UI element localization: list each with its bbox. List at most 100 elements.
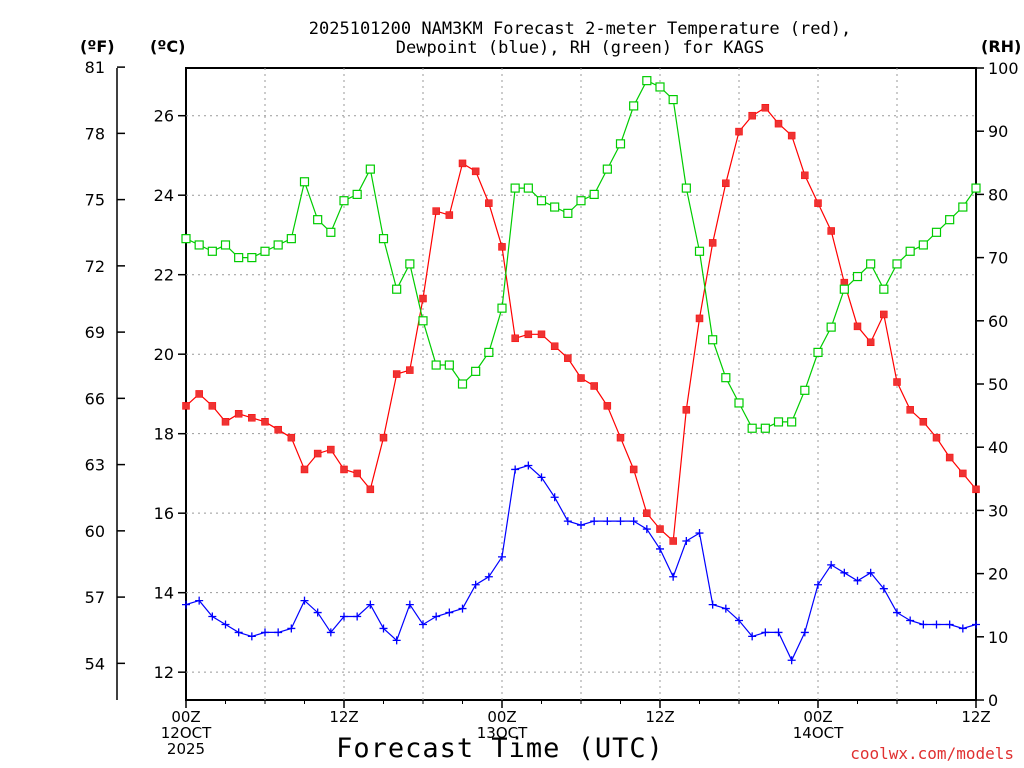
dewpoint-point bbox=[919, 620, 928, 629]
rh-point bbox=[352, 189, 362, 199]
dewpoint-point bbox=[550, 493, 559, 502]
dewpoint-point bbox=[958, 624, 967, 633]
temperature-point bbox=[313, 449, 322, 458]
temperature-point bbox=[919, 418, 928, 426]
temperature-point bbox=[945, 453, 954, 462]
x-axis-label: Forecast Time (UTC) bbox=[336, 733, 664, 764]
temperature-point bbox=[853, 322, 862, 331]
temperature-point bbox=[682, 406, 691, 414]
dewpoint-point bbox=[695, 529, 704, 538]
rh-point bbox=[273, 240, 283, 250]
x-tick-label: 14OCT bbox=[793, 724, 844, 742]
rh-point bbox=[563, 208, 573, 218]
dewpoint-point bbox=[893, 608, 901, 617]
celsius-unit-label: (ºC) bbox=[150, 37, 186, 56]
dewpoint-point bbox=[906, 616, 915, 625]
temperature-point bbox=[629, 465, 638, 474]
dewpoint-point bbox=[800, 628, 809, 637]
fahrenheit-tick-label: 60 bbox=[85, 522, 105, 541]
rh-point bbox=[418, 316, 428, 326]
rh-tick-label: 60 bbox=[988, 312, 1008, 331]
dewpoint-point bbox=[471, 580, 480, 589]
rh-point bbox=[839, 284, 849, 294]
dewpoint-point bbox=[419, 620, 427, 629]
credit-link[interactable]: coolwx.com/models bbox=[850, 744, 1014, 763]
dewpoint-point bbox=[787, 656, 796, 665]
temperature-point bbox=[445, 211, 454, 219]
temperature-point bbox=[471, 167, 480, 176]
rh-point bbox=[760, 423, 770, 433]
temperature-point bbox=[248, 414, 256, 422]
rh-point bbox=[431, 360, 441, 370]
dewpoint-point bbox=[814, 580, 822, 589]
dewpoint-point bbox=[353, 612, 362, 621]
temperature-point bbox=[340, 465, 348, 474]
celsius-tick-label: 14 bbox=[154, 584, 174, 603]
dewpoint-point bbox=[642, 525, 651, 534]
dewpoint-point bbox=[445, 608, 454, 617]
temperature-point bbox=[432, 207, 440, 215]
dewpoint-point bbox=[234, 628, 243, 637]
x-tick-label: 00Z bbox=[803, 708, 832, 726]
rh-point bbox=[589, 189, 599, 199]
rh-point bbox=[378, 234, 389, 244]
dewpoint-point bbox=[656, 544, 664, 553]
chart-title-line-2: Dewpoint (blue), RH (green) for KAGS bbox=[395, 38, 765, 58]
temperature-point bbox=[643, 509, 651, 517]
temperature-point bbox=[537, 330, 546, 339]
dewpoint-point bbox=[879, 584, 888, 593]
rh-point bbox=[931, 227, 942, 237]
rh-tick-label: 90 bbox=[988, 122, 1008, 141]
rh-point bbox=[681, 183, 691, 193]
dewpoint-point bbox=[603, 517, 612, 526]
dewpoint-point bbox=[866, 568, 875, 577]
rh-point bbox=[286, 234, 296, 244]
dewpoint-point bbox=[326, 628, 335, 637]
dewpoint-point bbox=[669, 572, 678, 581]
rh-point bbox=[734, 398, 744, 408]
temperature-point bbox=[669, 537, 677, 545]
celsius-tick-label: 24 bbox=[154, 186, 174, 205]
dewpoint-point bbox=[629, 517, 638, 526]
rh-point bbox=[510, 183, 520, 193]
rh-point bbox=[365, 164, 375, 174]
temperature-point bbox=[827, 227, 835, 235]
celsius-tick-label: 12 bbox=[154, 663, 174, 682]
temperature-point bbox=[656, 525, 664, 533]
temperature-point bbox=[392, 370, 401, 378]
rh-point bbox=[892, 259, 902, 269]
rh-point bbox=[247, 253, 257, 263]
celsius-tick-label: 20 bbox=[154, 345, 174, 364]
rh-point bbox=[826, 322, 836, 332]
temperature-point bbox=[972, 485, 980, 494]
rh-point bbox=[866, 259, 876, 269]
rh-point bbox=[497, 303, 507, 313]
temperature-point bbox=[906, 406, 914, 414]
rh-point bbox=[207, 246, 217, 256]
dewpoint-point bbox=[853, 576, 862, 585]
temperature-point bbox=[564, 354, 572, 362]
fahrenheit-tick-label: 54 bbox=[85, 654, 105, 673]
dewpoint-point bbox=[932, 620, 941, 629]
temperature-point bbox=[261, 418, 269, 426]
dewpoint-point bbox=[366, 600, 375, 609]
temperature-point bbox=[932, 433, 941, 442]
dewpoint-point bbox=[972, 620, 980, 629]
temperature-point bbox=[761, 103, 770, 112]
rh-point bbox=[405, 259, 415, 269]
dewpoint-point bbox=[208, 612, 217, 621]
rh-point bbox=[339, 196, 349, 206]
rh-point bbox=[392, 284, 402, 294]
temperature-point bbox=[498, 243, 506, 251]
rh-point bbox=[299, 177, 310, 187]
temperature-point bbox=[287, 433, 296, 442]
chart-title-line-1: 2025101200 NAM3KM Forecast 2-meter Tempe… bbox=[308, 19, 852, 39]
x-tick-label: 00Z bbox=[487, 708, 516, 726]
dewpoint-point bbox=[340, 612, 348, 621]
rh-point bbox=[602, 164, 612, 174]
rh-point bbox=[181, 234, 191, 244]
temperature-point bbox=[814, 199, 822, 207]
rh-point bbox=[879, 284, 889, 294]
dewpoint-point bbox=[682, 537, 691, 546]
temperature-point bbox=[379, 433, 388, 442]
